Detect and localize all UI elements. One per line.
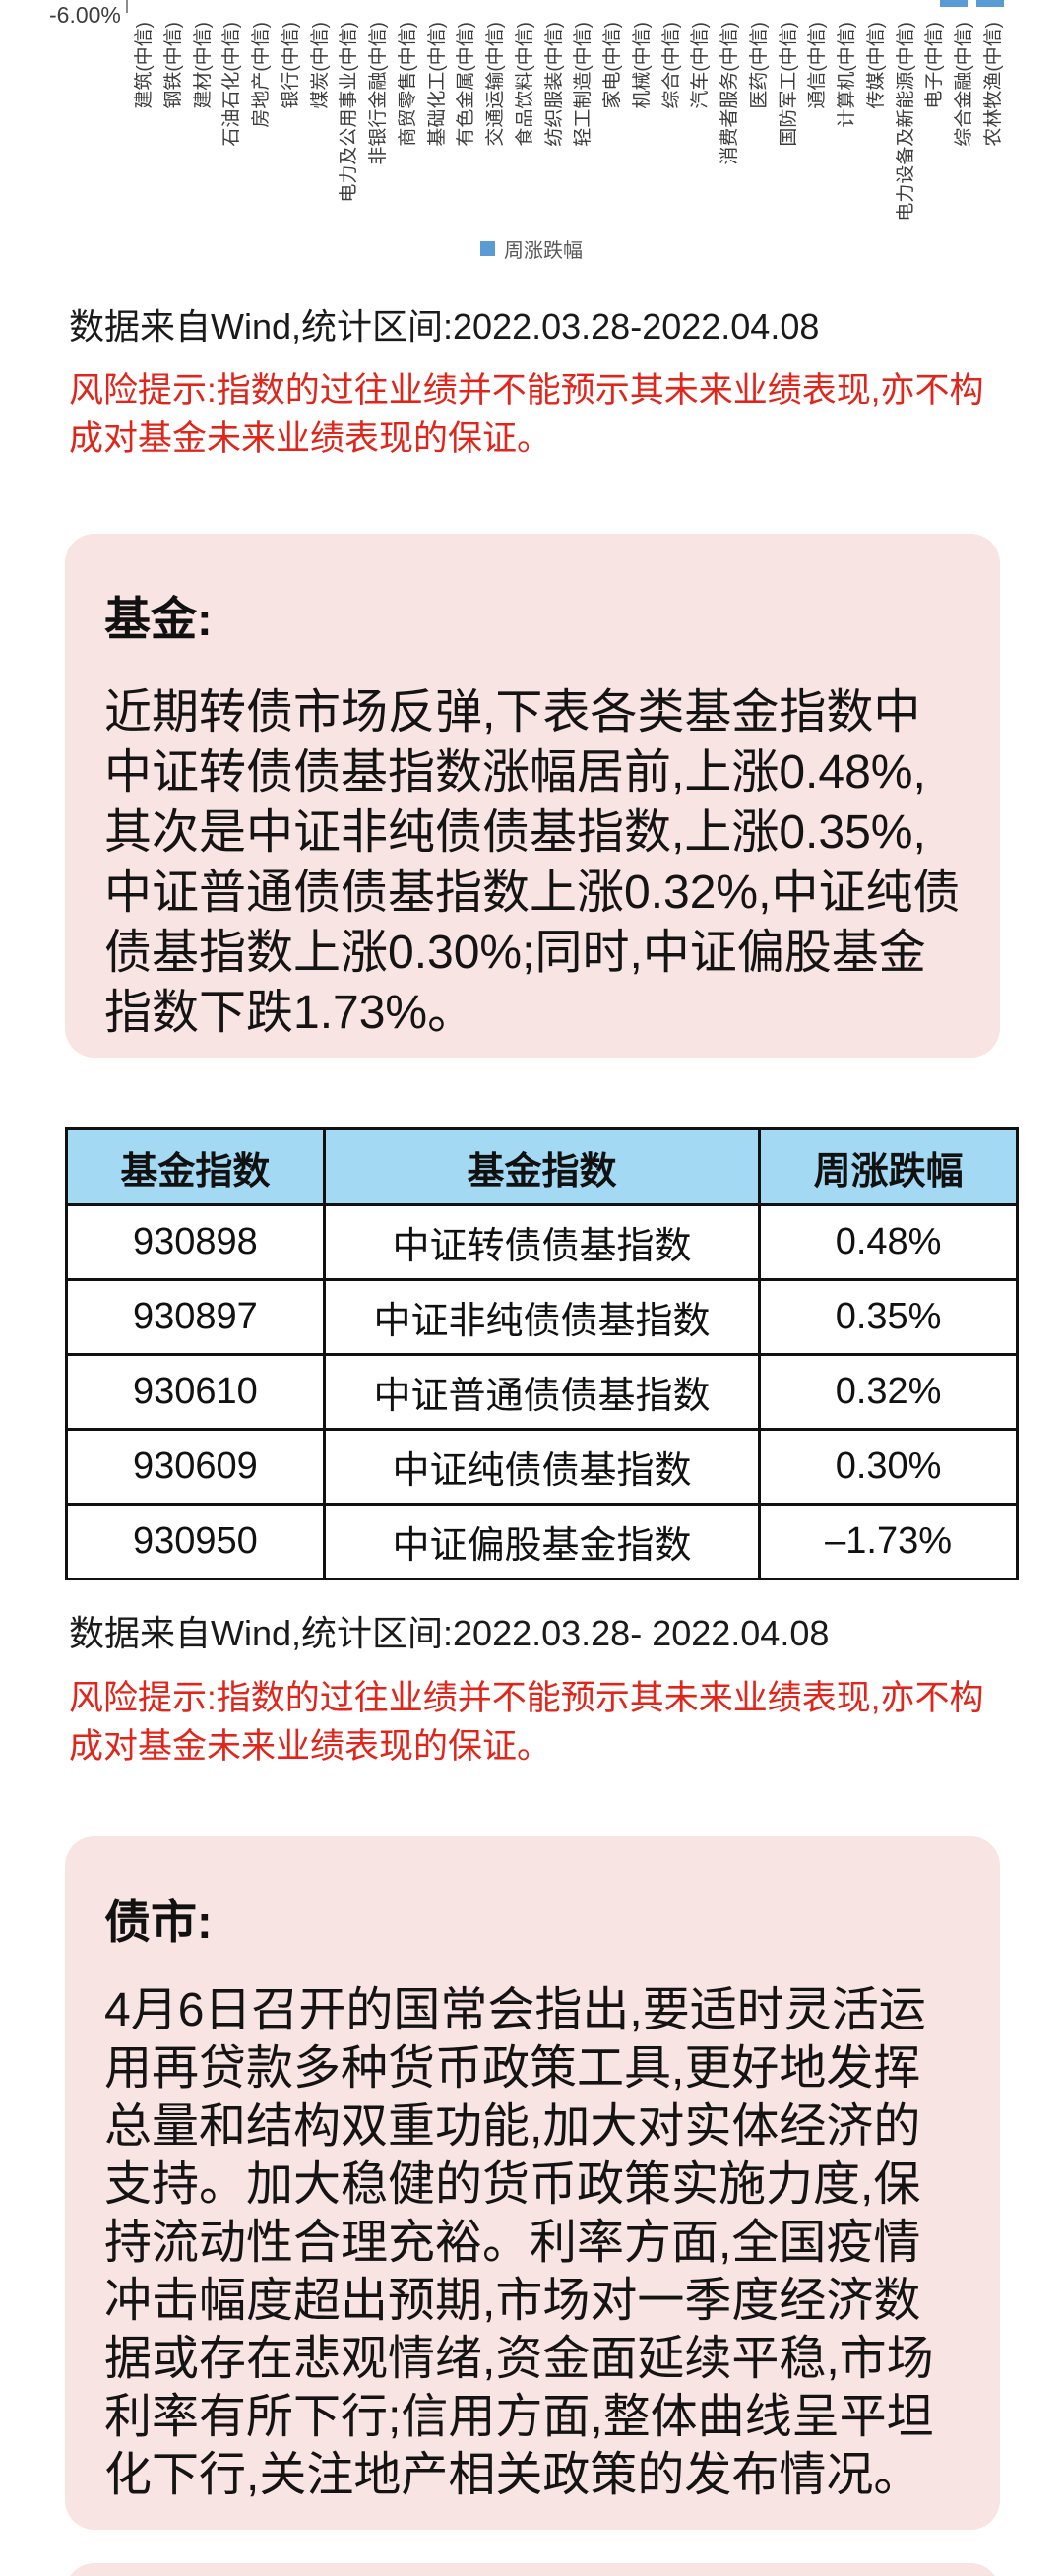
legend-swatch xyxy=(480,241,495,256)
chart-category-label: 计算机(中信) xyxy=(837,22,857,128)
chart-category-label: 轻工制造(中信) xyxy=(573,22,594,147)
chart-category-label: 农林牧渔(中信) xyxy=(982,22,1004,147)
table-cell: 930897 xyxy=(65,1278,326,1356)
table-row: 930609 中证纯债债基指数 0.30% xyxy=(65,1428,1019,1506)
chart-category-label: 非银行金融(中信) xyxy=(368,22,389,165)
chart-category-label: 机械(中信) xyxy=(631,22,653,109)
legend-label: 周涨跌幅 xyxy=(504,240,583,262)
table-cell: 0.35% xyxy=(758,1278,1019,1356)
table-cell: 中证偏股基金指数 xyxy=(322,1503,762,1580)
chart-category-label: 食品饮料(中信) xyxy=(514,22,535,147)
table-header-row: 基金指数 基金指数 周涨跌幅 xyxy=(65,1127,1019,1206)
table-cell: 930950 xyxy=(65,1503,326,1580)
data-source-line: 数据来自Wind,统计区间:2022.03.28- 2022.04.08 xyxy=(69,1613,830,1653)
table-cell: –1.73% xyxy=(758,1503,1019,1580)
chart-category-label: 电力设备及新能源(中信) xyxy=(895,22,916,222)
chart-category-label: 建材(中信) xyxy=(192,22,214,109)
table-cell: 930609 xyxy=(65,1428,326,1506)
table-header-cell: 周涨跌幅 xyxy=(758,1127,1019,1206)
risk-warning: 风险提示:指数的过往业绩并不能预示其未来业绩表现,亦不构成对基金未来业绩表现的保… xyxy=(69,371,984,458)
table-cell: 0.32% xyxy=(758,1353,1019,1431)
fund-box-body: 近期转债市场反弹,下表各类基金指数中中证转债债基指数涨幅居前,上涨0.48%,其… xyxy=(104,686,961,1039)
table-row: 930898 中证转债债基指数 0.48% xyxy=(65,1203,1019,1281)
chart-category-label: 交通运输(中信) xyxy=(485,22,506,147)
table-cell: 中证普通债债基指数 xyxy=(322,1353,762,1431)
chart-category-label: 煤炭(中信) xyxy=(309,22,331,109)
chart-category-label: 医药(中信) xyxy=(748,22,770,109)
risk-warning: 风险提示:指数的过往业绩并不能预示其未来业绩表现,亦不构成对基金未来业绩表现的保… xyxy=(69,1679,984,1766)
chart-legend: 周涨跌幅 xyxy=(0,234,1063,263)
y-axis-line xyxy=(126,0,128,13)
table-row: 930897 中证非纯债债基指数 0.35% xyxy=(65,1278,1019,1356)
fund-commentary-box: 基金: 近期转债市场反弹,下表各类基金指数中中证转债债基指数涨幅居前,上涨0.4… xyxy=(65,534,1000,1058)
bond-box-body: 4月6日召开的国常会指出,要适时灵活运用再贷款多种货币政策工具,更好地发挥总量和… xyxy=(104,1984,934,2501)
fund-box-title: 基金: xyxy=(104,593,213,645)
chart-category-label: 基础化工(中信) xyxy=(426,22,448,147)
chart-category-label: 钢铁(中信) xyxy=(162,22,184,109)
table-header-cell: 基金指数 xyxy=(65,1127,326,1206)
chart-category-label: 家电(中信) xyxy=(602,22,623,109)
chart-category-label: 消费者服务(中信) xyxy=(719,22,740,165)
chart-category-label: 商贸零售(中信) xyxy=(397,22,418,147)
chart-category-label: 综合(中信) xyxy=(660,22,682,109)
fund-table-body: 930898 中证转债债基指数 0.48% 930897 中证非纯债债基指数 0.35% 9… xyxy=(65,1203,1019,1580)
chart-category-label: 电子(中信) xyxy=(924,22,946,109)
chart-category-label: 综合金融(中信) xyxy=(954,22,974,147)
chart-category-label: 建筑(中信) xyxy=(134,22,155,109)
table-cell: 中证纯债债基指数 xyxy=(322,1428,762,1506)
chart-category-label: 石油石化(中信) xyxy=(221,22,243,147)
table-cell: 930610 xyxy=(65,1353,326,1431)
table-row: 930950 中证偏股基金指数 –1.73% xyxy=(65,1503,1019,1580)
table-cell: 0.30% xyxy=(758,1428,1019,1506)
chart-category-label: 传媒(中信) xyxy=(865,22,887,109)
bond-box-title: 债市: xyxy=(104,1896,213,1948)
chart-category-label: 房地产(中信) xyxy=(251,22,272,128)
fund-index-table: 基金指数 基金指数 周涨跌幅 930898 中证转债债基指数 0.48% 930897… xyxy=(65,1127,1019,1580)
bond-commentary-box: 债市: 4月6日召开的国常会指出,要适时灵活运用再贷款多种货币政策工具,更好地发… xyxy=(65,1836,1000,2530)
table-cell: 0.48% xyxy=(758,1203,1019,1281)
chart-category-label: 纺织服装(中信) xyxy=(543,22,565,147)
table-cell: 中证非纯债债基指数 xyxy=(322,1278,762,1356)
chart-category-label: 银行(中信) xyxy=(280,22,301,109)
y-axis-tick-label: -6.00% xyxy=(49,2,121,28)
table-header-cell: 基金指数 xyxy=(322,1127,762,1206)
chart-category-label: 汽车(中信) xyxy=(690,22,712,109)
bar xyxy=(940,0,968,7)
table-cell: 930898 xyxy=(65,1203,326,1281)
data-source-line: 数据来自Wind,统计区间:2022.03.28-2022.04.08 xyxy=(69,306,820,347)
chart-category-label: 有色金属(中信) xyxy=(456,22,477,147)
chart-category-label: 电力及公用事业(中信) xyxy=(339,22,360,203)
chart-category-label: 国防军工(中信) xyxy=(778,22,799,147)
weekly-industry-chart: -6.00% 建筑(中信) 钢铁(中信) 建材(中信) 石油石化(中信) 房地产(中信)… xyxy=(0,0,1063,232)
next-section-box-partial xyxy=(65,2563,1000,2576)
bar xyxy=(976,0,1004,7)
table-row: 930610 中证普通债债基指数 0.32% xyxy=(65,1353,1019,1431)
chart-category-label: 通信(中信) xyxy=(807,22,829,109)
table-cell: 中证转债债基指数 xyxy=(322,1203,762,1281)
